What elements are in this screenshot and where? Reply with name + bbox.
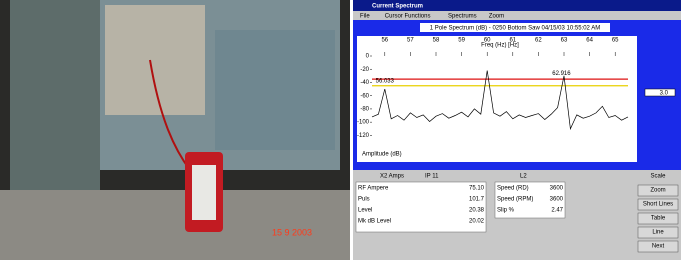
photo: 15 9 2003 <box>0 0 350 260</box>
meter-face <box>192 165 216 220</box>
x-tick-label: 58 <box>433 38 440 44</box>
x-tick-label: 62 <box>535 38 542 44</box>
peak-label: 56.033 <box>376 79 395 85</box>
panel-door <box>215 30 335 150</box>
y-tick-label: -40 <box>360 80 369 86</box>
breaker <box>105 5 205 115</box>
x-tick-label: 65 <box>612 38 619 44</box>
row-label: Puls <box>358 197 370 203</box>
row-label: Speed (RPM) <box>497 197 533 203</box>
x-tick-label: 57 <box>407 38 414 44</box>
x-tick-label: 63 <box>561 38 568 44</box>
floor <box>0 190 350 260</box>
row-value: 20.02 <box>469 219 485 225</box>
window-title: Current Spectrum <box>372 4 423 10</box>
y-axis-label: Amplitude (dB) <box>362 152 402 158</box>
row-label: RF Ampere <box>358 186 389 192</box>
panel-header: L2 <box>520 174 527 180</box>
button-label[interactable]: Short Lines <box>643 202 673 208</box>
row-label: Speed (RD) <box>497 186 529 192</box>
row-value: 20.38 <box>469 208 485 214</box>
x-tick-label: 64 <box>586 38 593 44</box>
date-stamp: 15 9 2003 <box>272 227 312 237</box>
menu-item[interactable]: Zoom <box>489 14 504 20</box>
panel-header: IP 11 <box>425 174 439 180</box>
menu-item[interactable]: File <box>360 14 370 20</box>
row-label: Level <box>358 208 372 214</box>
panel-header: X2 Amps <box>380 174 404 180</box>
row-value: 75.10 <box>469 186 485 192</box>
button-label[interactable]: Table <box>651 216 666 222</box>
row-value: 101.7 <box>469 197 485 203</box>
row-label: Slip % <box>497 208 515 214</box>
peak-label: 62.916 <box>552 71 571 77</box>
chart-caption: 1 Pole Spectrum (dB) - 0250 Bottom Saw 0… <box>430 26 600 32</box>
y-tick-label: -60 <box>360 93 369 99</box>
menu-item[interactable]: Spectrums <box>448 14 477 20</box>
page: 15 9 2003 Current Spectrum File Cursor Fu… <box>0 0 681 260</box>
y-tick-label: -100 <box>357 120 370 126</box>
row-value: 3600 <box>550 186 564 192</box>
row-value: 3600 <box>550 197 564 203</box>
y-tick-label: -20 <box>360 67 369 73</box>
button-label: Scale <box>650 174 666 180</box>
x-tick-label: 56 <box>381 38 388 44</box>
button-label[interactable]: Zoom <box>650 188 665 194</box>
x-tick-label: 59 <box>458 38 465 44</box>
cabinet-left <box>10 0 100 220</box>
plot-frame <box>357 36 637 162</box>
x-tick-label: 61 <box>509 38 516 44</box>
row-value: 2.47 <box>551 208 563 214</box>
slider-value: 3.0 <box>660 91 669 97</box>
y-tick-label: -80 <box>360 107 369 113</box>
menu-item[interactable]: Cursor Functions <box>385 14 431 20</box>
y-tick-label: -120 <box>357 133 370 139</box>
button-label[interactable]: Next <box>652 244 665 250</box>
row-label: Mk dB Level <box>358 219 391 225</box>
x-tick-label: 60 <box>484 38 491 44</box>
button-label[interactable]: Line <box>652 230 664 236</box>
